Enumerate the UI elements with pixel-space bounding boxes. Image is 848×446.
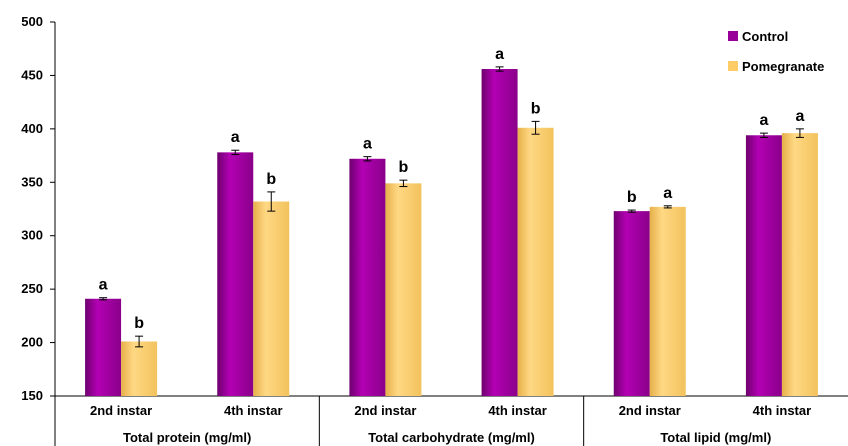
- significance-letter: a: [363, 136, 372, 153]
- x-category-label: 4th instar: [753, 403, 812, 418]
- significance-letter: b: [399, 159, 409, 176]
- bars-layer: [85, 66, 818, 397]
- bar-pomegranate: [649, 206, 686, 396]
- y-tick-label: 200: [21, 335, 43, 350]
- x-category-label: 2nd instar: [90, 403, 152, 418]
- y-tick-label: 350: [21, 174, 43, 189]
- legend-swatch-pomegranate: [728, 61, 738, 71]
- significance-letter: b: [627, 189, 637, 206]
- bar-pomegranate: [121, 341, 158, 396]
- bar-control: [217, 152, 254, 396]
- bar-pomegranate: [517, 127, 554, 396]
- legend-swatch-control: [728, 31, 738, 41]
- y-tick-label: 450: [21, 67, 43, 82]
- bar-pomegranate: [385, 183, 422, 396]
- bar-control: [85, 298, 122, 396]
- y-tick-label: 500: [21, 14, 43, 29]
- bar-pomegranate: [781, 133, 818, 397]
- y-tick-label: 250: [21, 281, 43, 296]
- bar-control: [745, 135, 782, 397]
- significance-letter: a: [663, 185, 672, 202]
- x-category-label: 4th instar: [224, 403, 283, 418]
- y-tick-label: 300: [21, 228, 43, 243]
- y-tick-label: 150: [21, 388, 43, 403]
- bar-control: [481, 69, 518, 396]
- bar-control: [613, 211, 650, 396]
- significance-letter: a: [759, 112, 768, 129]
- x-category-label: 4th instar: [488, 403, 547, 418]
- significance-letter: b: [266, 171, 276, 188]
- labels-layer: 2nd instar a b 4th instar a b Total protein (m…: [90, 46, 811, 445]
- x-category-label: 2nd instar: [354, 403, 416, 418]
- x-category-label: 2nd instar: [619, 403, 681, 418]
- significance-letter: b: [531, 100, 541, 117]
- legend-label-control: Control: [742, 29, 788, 44]
- y-tick-label: 400: [21, 121, 43, 136]
- significance-letter: b: [134, 315, 144, 332]
- legend-label-pomegranate: Pomegranate: [742, 59, 824, 74]
- bar-control: [349, 158, 386, 396]
- significance-letter: a: [99, 277, 108, 294]
- significance-letter: a: [231, 129, 240, 146]
- axes: 150 200 250 300 350 400 450 500: [21, 14, 848, 446]
- significance-letter: a: [795, 108, 804, 125]
- significance-letter: a: [495, 46, 504, 63]
- x-group-label: Total lipid (mg/ml): [660, 430, 771, 445]
- x-group-label: Total carbohydrate (mg/ml): [368, 430, 535, 445]
- x-group-label: Total protein (mg/ml): [123, 430, 251, 445]
- bar-pomegranate: [253, 201, 290, 396]
- legend: Control Pomegranate: [728, 29, 824, 74]
